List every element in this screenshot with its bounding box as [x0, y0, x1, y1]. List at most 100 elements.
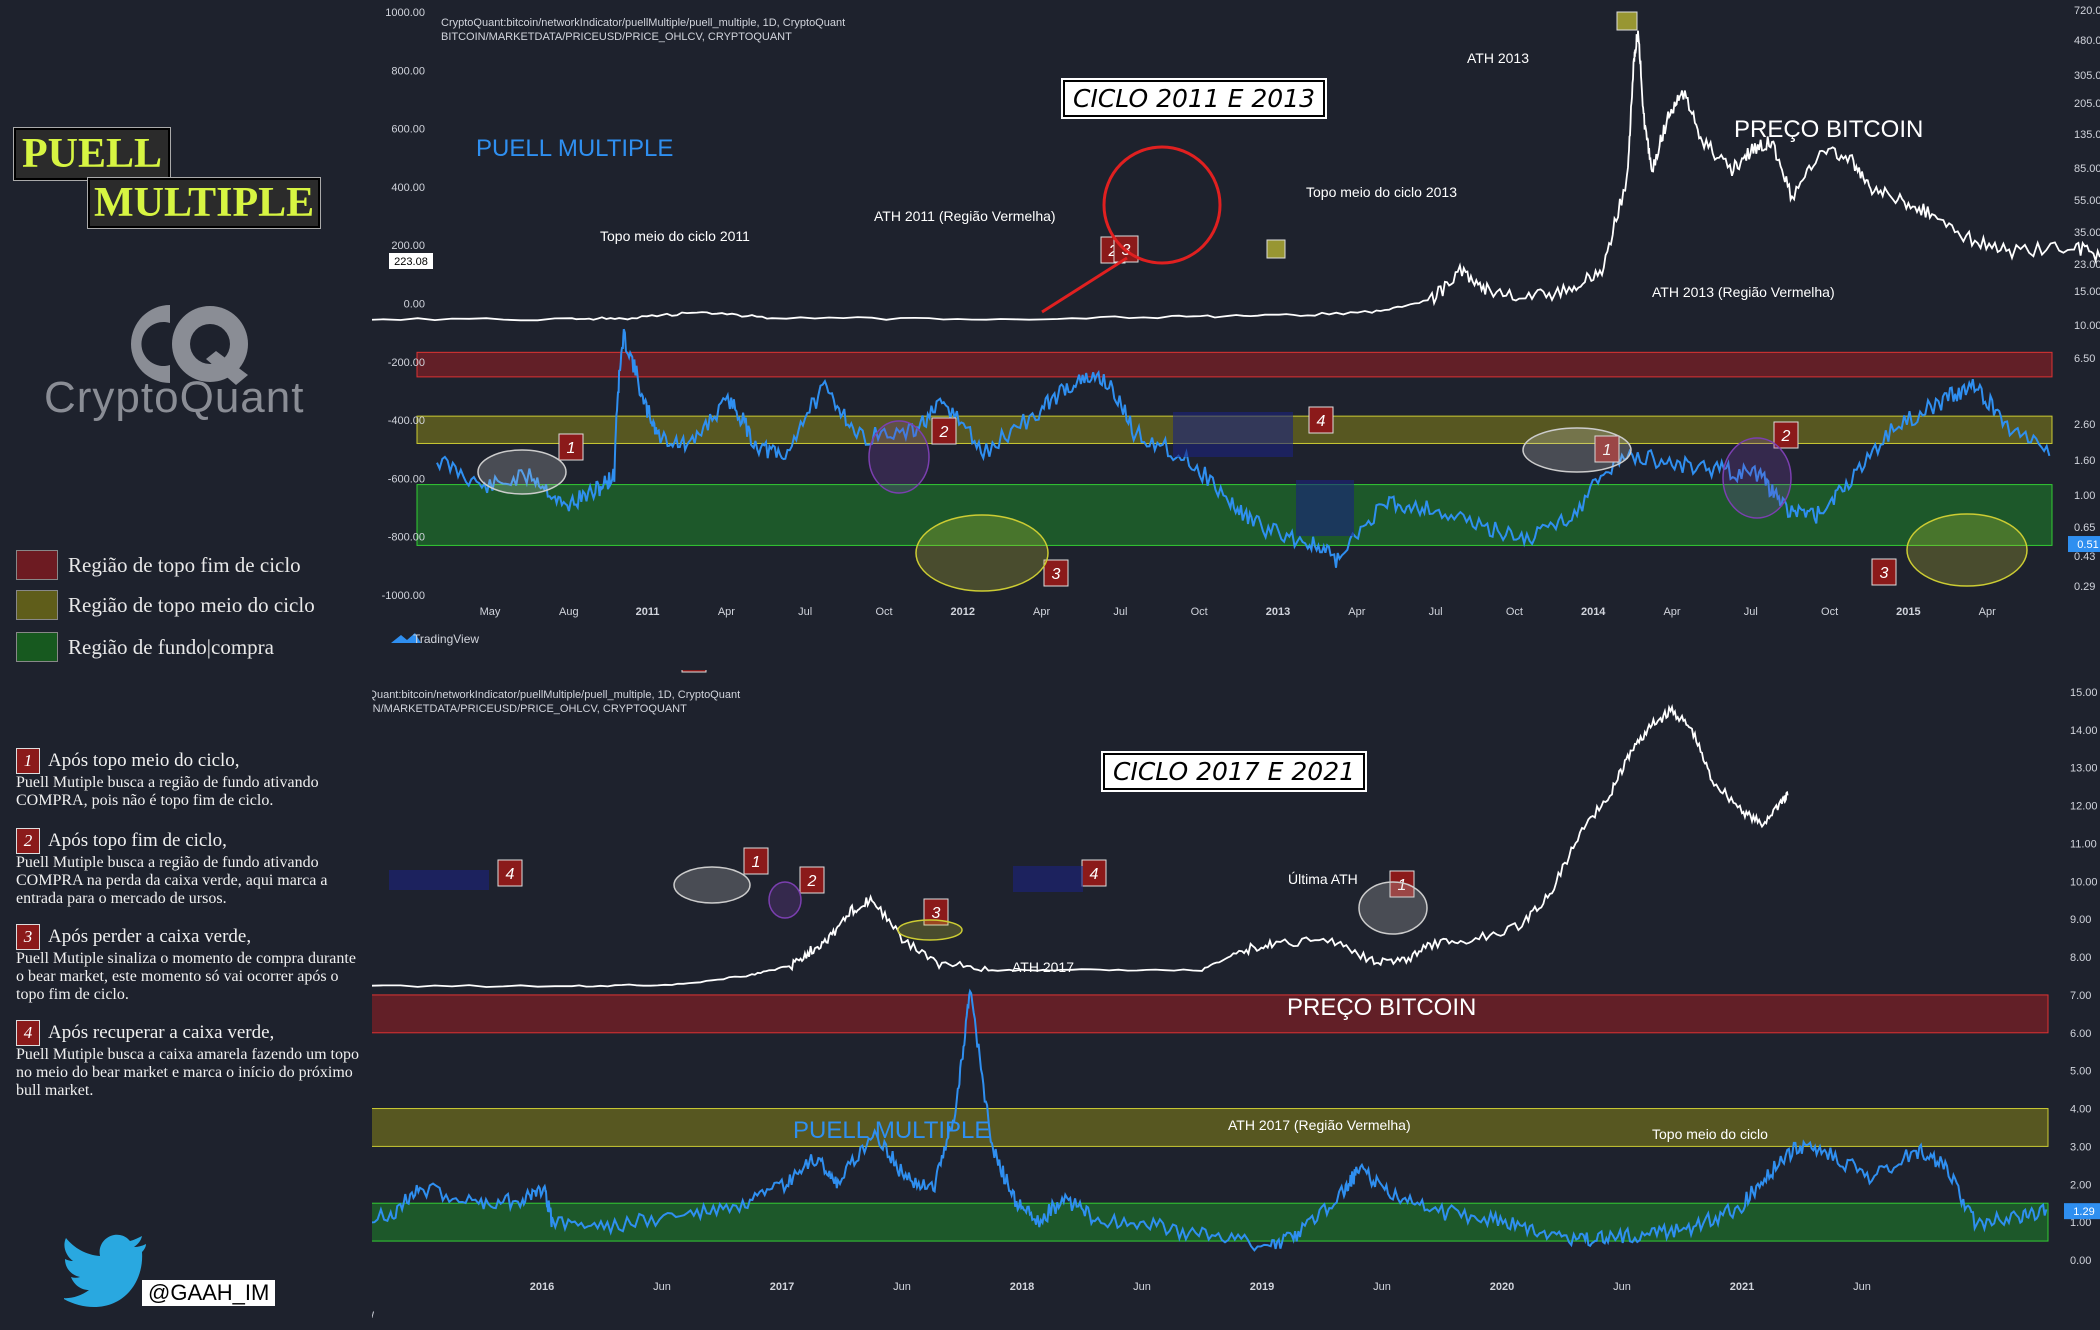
legend-item-red: Região de topo fim de ciclo: [16, 550, 301, 580]
legend-item-yellow: Região de topo meio do ciclo: [16, 590, 315, 620]
note-body: Puell Mutiple busca a região de fundo at…: [16, 854, 328, 907]
bitcoin-price-line: [372, 703, 1789, 988]
badge-box: [1308, 406, 1334, 434]
right-tick-label: 135.00: [2074, 129, 2100, 141]
source-line-2: BITCOIN/MARKETDATA/PRICEUSD/PRICE_OHLCV,…: [372, 703, 687, 715]
x-tick-label: Jun: [1853, 1281, 1871, 1293]
note-1: 1 Após topo meio do ciclo, Puell Mutiple …: [16, 748, 366, 810]
note-badge: 2: [16, 828, 40, 854]
twitter-handle: @GAAH_IM: [142, 1280, 276, 1306]
badge-box: [1594, 435, 1620, 463]
left-tick-label: 800.00: [391, 65, 425, 77]
right-tick-label: 205.00: [2074, 98, 2100, 110]
arrow-line: [1041, 256, 1128, 314]
badge-number: 1: [1603, 442, 1612, 459]
note-2: 2 Após topo fim de ciclo, Puell Mutiple b…: [16, 828, 366, 908]
recovery-box: [1013, 866, 1083, 892]
x-tick-label: Apr: [1663, 606, 1680, 618]
highlight-ellipse: [868, 420, 930, 494]
legend-item-green: Região de fundo|compra: [16, 632, 274, 662]
left-tick-label: -1000.00: [382, 590, 425, 602]
highlight-ellipse: [1522, 427, 1632, 473]
right-tick-label: 2.60: [2074, 419, 2095, 431]
annotation-puell-multiple: PUELL MULTIPLE: [476, 135, 673, 162]
recovery-box: [1173, 412, 1293, 457]
right-tick-label: 13.00: [2070, 763, 2098, 775]
x-tick-label: 2020: [1490, 1281, 1514, 1293]
right-tick-label: 2.00: [2070, 1179, 2091, 1191]
annotation-puell-multiple: PUELL MULTIPLE: [793, 1117, 990, 1144]
note-badge: 4: [16, 1020, 40, 1046]
badge-box: [1871, 558, 1897, 586]
note-badge: 3: [16, 924, 40, 950]
note-head: Após topo fim de ciclo,: [48, 830, 227, 851]
right-tick-label: 10.00: [2074, 320, 2100, 332]
highlight-ellipse: [1722, 437, 1792, 519]
right-tick-label: 35.00: [2074, 227, 2100, 239]
note-head: Após perder a caixa verde,: [48, 926, 252, 947]
right-tick-label: 6.00: [2070, 1028, 2091, 1040]
badge-box: [681, 670, 707, 673]
right-tick-label: 7.00: [2070, 990, 2091, 1002]
left-tick-label: -600.00: [388, 473, 425, 485]
badge-box: [1081, 859, 1107, 887]
tradingview-label: TradingView: [413, 632, 479, 646]
badge-number: 3: [1052, 566, 1061, 583]
twitter-bird-icon: [64, 1234, 146, 1307]
badge-number: 3: [932, 905, 941, 922]
puell-last-label: 0.51: [2077, 539, 2098, 551]
right-tick-label: 8.00: [2070, 952, 2091, 964]
badge-number: 2: [1108, 243, 1118, 260]
right-tick-label: 0.43: [2074, 551, 2095, 563]
left-tick-label: -200.00: [388, 357, 425, 369]
x-tick-label: 2015: [1896, 606, 1920, 618]
logo-text: CryptoQuant: [44, 373, 305, 422]
puell-last-box: [2068, 536, 2100, 553]
note-body: Puell Mutiple busca a região de fundo at…: [16, 774, 319, 809]
bitcoin-price-line: [372, 30, 2100, 322]
x-tick-label: Jul: [1744, 606, 1758, 618]
annotation-preco-bitcoin: PREÇO BITCOIN: [1287, 994, 1476, 1021]
marker-box: [1616, 11, 1638, 31]
source-line-1: CryptoQuant:bitcoin/networkIndicator/pue…: [441, 17, 845, 29]
price-label-box: [389, 253, 433, 269]
right-tick-label: 1.00: [2074, 490, 2095, 502]
highlight-ellipse: [1358, 881, 1428, 935]
x-tick-label: Aug: [559, 606, 579, 618]
source-line-1: CryptoQuant:bitcoin/networkIndicator/pue…: [372, 689, 740, 701]
spacer: [876, 410, 966, 448]
legend-label-green: Região de fundo|compra: [68, 634, 274, 659]
twitter-credit: @GAAH_IM: [64, 1230, 304, 1310]
annotation-topo-meio-2011: Topo meio do ciclo 2011: [600, 228, 750, 244]
note-3: 3 Após perder a caixa verde, Puell Mutipl…: [16, 924, 366, 1004]
highlight-ellipse: [477, 449, 567, 495]
cryptoquant-logo: CryptoQuant: [40, 295, 340, 425]
legend-swatch-yellow: [16, 590, 58, 620]
right-tick-label: 23.00: [2074, 259, 2100, 271]
right-tick-label: 15.00: [2070, 687, 2098, 699]
highlight-ellipse: [897, 919, 963, 941]
right-tick-label: 85.00: [2074, 163, 2100, 175]
title-line1: PUELL: [12, 127, 172, 181]
zone-green: [372, 1202, 2049, 1242]
left-tick-label: 400.00: [391, 182, 425, 194]
badge-number: 3: [1880, 565, 1889, 582]
x-tick-label: Oct: [1821, 606, 1838, 618]
badge-number: 2: [807, 873, 817, 890]
right-tick-label: 305.00: [2074, 70, 2100, 82]
x-tick-label: Jul: [798, 606, 812, 618]
x-tick-label: Jul: [1429, 606, 1443, 618]
x-tick-label: 2013: [1266, 606, 1290, 618]
annotation-ath-2017: ATH 2017: [1012, 959, 1074, 975]
right-tick-label: 15.00: [2074, 286, 2100, 298]
note-4: 4 Após recuperar a caixa verde, Puell Mut…: [16, 1020, 366, 1100]
recovery-box: [1296, 480, 1354, 536]
x-tick-label: 2019: [1250, 1281, 1274, 1293]
note-badge: 1: [16, 748, 40, 774]
badge-box: [1773, 421, 1799, 449]
marker-box: [1266, 239, 1286, 259]
x-tick-label: Oct: [1506, 606, 1523, 618]
right-tick-label: 1.60: [2074, 455, 2095, 467]
puell-multiple-line: [436, 328, 2051, 568]
badge-box: [1043, 559, 1069, 587]
